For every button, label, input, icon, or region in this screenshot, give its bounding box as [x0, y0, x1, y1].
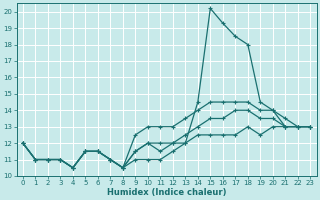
X-axis label: Humidex (Indice chaleur): Humidex (Indice chaleur)	[107, 188, 226, 197]
